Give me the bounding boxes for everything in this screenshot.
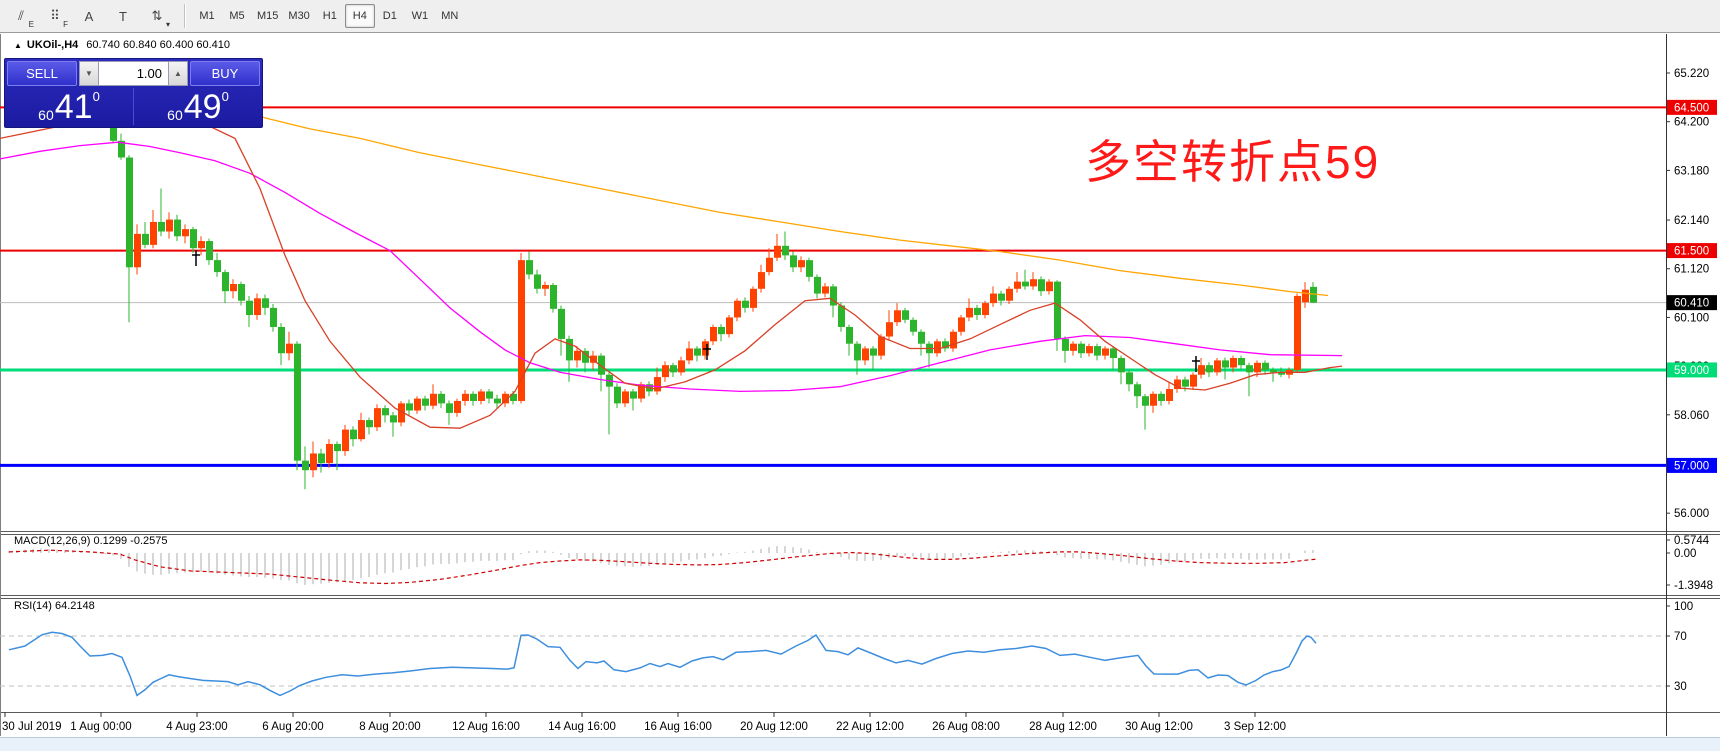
svg-text:8 Aug 20:00: 8 Aug 20:00 (359, 721, 420, 733)
sell-price[interactable]: 60 41 0 (5, 88, 134, 125)
toolbar-separator (184, 4, 186, 28)
buy-price[interactable]: 60 49 0 (134, 88, 262, 125)
toolbar: ⫽ E ⠿ F A T ⇅ ▾ M1 M5 M15 M30 H1 H4 D1 W1 MN (0, 0, 1720, 33)
ohlc-values: 60.740 60.840 60.400 60.410 (86, 39, 231, 51)
svg-text:0.5744: 0.5744 (1674, 535, 1710, 547)
time-axis: 30 Jul 2019 1 Aug 00:00 4 Aug 23:00 6 Aug 2… (2, 712, 1286, 733)
candles-layer (6, 69, 1317, 490)
chart-title: ▲ UKOil-,H4 60.740 60.840 60.400 60.410 (14, 39, 230, 51)
svg-text:57.000: 57.000 (1674, 460, 1709, 472)
timeframe-w1-button[interactable]: W1 (411, 10, 429, 22)
volume-decrease-icon[interactable]: ▼ (79, 61, 99, 86)
svg-text:61.120: 61.120 (1674, 264, 1709, 276)
volume-increase-icon[interactable]: ▲ (168, 61, 188, 86)
text-tool-icon[interactable]: A (84, 8, 94, 24)
volume-stepper: ▼ 1.00 ▲ (79, 61, 188, 86)
svg-text:59.000: 59.000 (1674, 365, 1709, 377)
svg-text:64.200: 64.200 (1674, 117, 1709, 129)
timeframe-h4-button[interactable]: H4 (344, 4, 375, 28)
svg-text:30 Jul 2019: 30 Jul 2019 (2, 721, 61, 733)
svg-text:22 Aug 12:00: 22 Aug 12:00 (836, 721, 904, 733)
chart-annotation: 多空转折点59 (1085, 136, 1381, 188)
svg-text:60.100: 60.100 (1674, 312, 1709, 324)
svg-text:62.140: 62.140 (1674, 215, 1709, 227)
buy-button[interactable]: BUY (190, 61, 260, 86)
timeframe-h1-button[interactable]: H1 (322, 10, 337, 22)
svg-text:6 Aug 20:00: 6 Aug 20:00 (262, 721, 323, 733)
symbol-dropdown-icon[interactable]: ▲ (14, 41, 22, 50)
svg-text:58.060: 58.060 (1674, 410, 1709, 422)
svg-text:0.00: 0.00 (1674, 548, 1696, 560)
rsi-panel: 100 70 30 (0, 601, 1693, 697)
sell-price-point: 0 (92, 89, 100, 104)
svg-text:56.000: 56.000 (1674, 508, 1709, 520)
rsi-label: RSI(14) 64.2148 (14, 600, 95, 612)
svg-text:63.180: 63.180 (1674, 165, 1709, 177)
equidistant-channel-tool-icon[interactable]: ⫽ E (18, 8, 34, 29)
svg-text:12 Aug 16:00: 12 Aug 16:00 (452, 721, 520, 733)
timeframe-group: M1 M5 M15 M30 H1 H4 D1 W1 MN (192, 4, 465, 28)
svg-text:28 Aug 12:00: 28 Aug 12:00 (1029, 721, 1097, 733)
text-label-tool-icon[interactable]: T (119, 8, 127, 24)
timeframe-m1-button[interactable]: M1 (199, 10, 215, 22)
fibonacci-tool-icon[interactable]: ⠿ F (50, 8, 68, 29)
buy-price-handle: 60 (167, 107, 183, 123)
timeframe-m15-button[interactable]: M15 (257, 10, 279, 22)
one-click-trading-panel: SELL ▼ 1.00 ▲ BUY 60 41 0 60 49 0 (4, 58, 263, 128)
symbol-name: UKOil-,H4 (26, 39, 79, 51)
sell-price-pips: 41 (54, 88, 93, 126)
timeframe-m5-button[interactable]: M5 (229, 10, 245, 22)
buy-price-point: 0 (221, 89, 229, 104)
svg-text:4 Aug 23:00: 4 Aug 23:00 (166, 721, 227, 733)
panel-borders (0, 34, 1720, 736)
svg-text:60.410: 60.410 (1674, 298, 1709, 310)
svg-text:65.220: 65.220 (1674, 68, 1709, 80)
sell-button[interactable]: SELL (7, 61, 77, 86)
arrow-styles-tool-icon[interactable]: ⇅ ▾ (151, 8, 170, 29)
svg-text:14 Aug 16:00: 14 Aug 16:00 (548, 721, 616, 733)
moving-averages (0, 104, 1343, 429)
ma-medium-line (0, 141, 1343, 393)
ma-fast-line (0, 106, 1343, 429)
svg-text:100: 100 (1674, 601, 1693, 613)
svg-text:30: 30 (1674, 681, 1687, 693)
svg-text:26 Aug 08:00: 26 Aug 08:00 (932, 721, 1000, 733)
volume-input[interactable]: 1.00 (99, 61, 168, 86)
buy-price-pips: 49 (183, 88, 222, 126)
svg-text:70: 70 (1674, 631, 1687, 643)
timeframe-mn-button[interactable]: MN (441, 10, 459, 22)
svg-text:30 Aug 12:00: 30 Aug 12:00 (1125, 721, 1193, 733)
horizontal-levels: 64.500 61.500 59.000 57.000 (0, 99, 1717, 473)
status-bar (0, 737, 1720, 751)
svg-text:20 Aug 12:00: 20 Aug 12:00 (740, 721, 808, 733)
svg-text:3 Sep 12:00: 3 Sep 12:00 (1224, 721, 1286, 733)
timeframe-d1-button[interactable]: D1 (382, 10, 397, 22)
timeframe-m30-button[interactable]: M30 (288, 10, 310, 22)
ma-slow-line (229, 104, 1329, 297)
macd-label: MACD(12,26,9) 0.1299 -0.2575 (14, 535, 168, 547)
drawing-tools-group: ⫽ E ⠿ F A T ⇅ ▾ (4, 2, 174, 30)
sell-price-handle: 60 (38, 107, 54, 123)
svg-text:1 Aug 00:00: 1 Aug 00:00 (70, 721, 131, 733)
svg-text:64.500: 64.500 (1674, 102, 1709, 114)
svg-text:16 Aug 16:00: 16 Aug 16:00 (644, 721, 712, 733)
cross-markers (192, 250, 1200, 372)
svg-text:61.500: 61.500 (1674, 246, 1709, 258)
svg-text:-1.3948: -1.3948 (1674, 580, 1713, 592)
